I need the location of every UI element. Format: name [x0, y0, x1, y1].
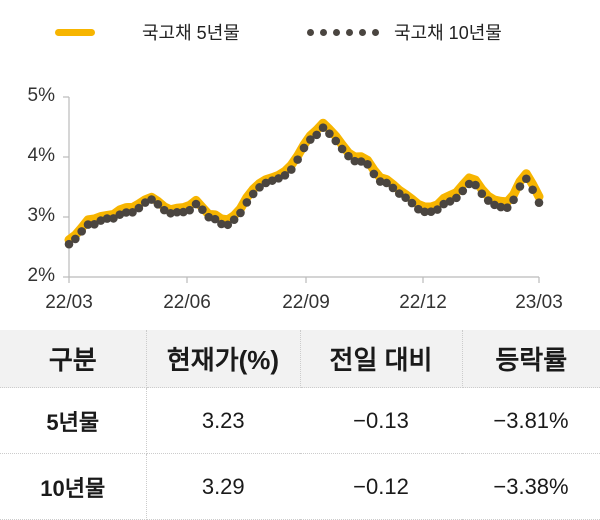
svg-text:22/09: 22/09 [282, 292, 330, 313]
svg-text:4%: 4% [28, 145, 56, 166]
svg-text:2%: 2% [28, 265, 56, 286]
svg-text:22/03: 22/03 [45, 292, 93, 313]
svg-text:3%: 3% [28, 205, 56, 226]
svg-text:22/12: 22/12 [399, 292, 447, 313]
svg-text:5%: 5% [28, 85, 56, 106]
svg-text:22/06: 22/06 [163, 292, 211, 313]
svg-text:23/03: 23/03 [515, 292, 563, 313]
